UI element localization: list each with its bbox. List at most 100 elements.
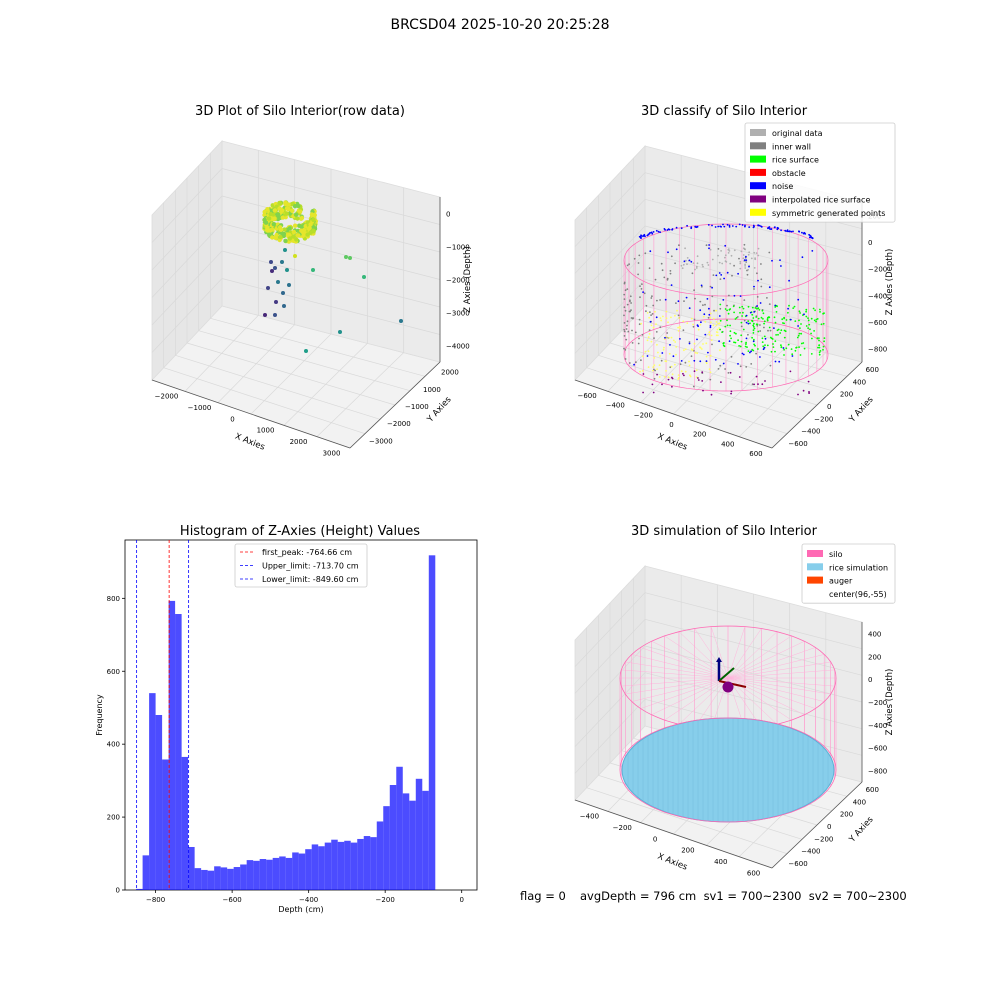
sim-silo-spoke xyxy=(727,641,805,679)
classify-legend-label: symmetric generated points xyxy=(772,209,885,218)
classify-rice-point xyxy=(751,319,753,322)
raw-surface-point xyxy=(291,229,297,235)
classify-wall-point xyxy=(743,243,746,246)
hist-bar xyxy=(175,614,182,890)
classify-rice-point xyxy=(798,346,800,348)
classify-original-point xyxy=(709,248,712,251)
sim-ztick-label: 0 xyxy=(868,676,872,684)
classify-rice-point xyxy=(775,334,777,336)
hist-bar xyxy=(318,846,325,890)
sim-silo-spoke xyxy=(631,654,729,679)
classify-wall-point xyxy=(690,355,693,358)
hist-bar xyxy=(194,868,202,891)
classify-symmetric-point xyxy=(696,352,699,355)
sim-ztick-label: −600 xyxy=(868,745,887,753)
classify-wall-point xyxy=(624,358,627,360)
classify-wall-point xyxy=(769,329,772,332)
classify-symmetric-point xyxy=(678,317,680,319)
classify-rice-point xyxy=(814,309,816,312)
classify-rice-point xyxy=(815,320,817,323)
classify-symmetric-point xyxy=(682,320,685,323)
classify-rice-point xyxy=(753,343,755,346)
hist-bar xyxy=(266,859,273,890)
classify-legend-swatch xyxy=(750,208,766,216)
classify-noise-point xyxy=(780,229,782,232)
classify-rice-point xyxy=(729,330,732,333)
classify-wall-point xyxy=(731,274,733,277)
sim-ytick-label: −600 xyxy=(788,860,807,868)
classify-rice-point xyxy=(760,316,763,319)
raw-surface-point xyxy=(286,207,291,212)
classify-rice-point xyxy=(733,331,736,334)
raw-surface-point xyxy=(272,208,277,213)
raw-surface-point xyxy=(311,228,316,233)
classify-symmetric-point xyxy=(686,322,689,324)
sim-legend-label: rice simulation xyxy=(829,563,888,572)
classify-rice-point xyxy=(757,317,760,320)
classify-interpolated-point xyxy=(661,383,663,386)
classify-original-point xyxy=(694,268,696,271)
classify-noise-point xyxy=(672,355,675,358)
classify-wall-point xyxy=(738,257,740,260)
classify-noise-point xyxy=(737,272,739,275)
classify-interpolated-point xyxy=(738,376,741,378)
hist-xtick-label: −200 xyxy=(376,896,395,904)
classify-rice-point xyxy=(774,306,777,308)
classify-rice-point xyxy=(807,327,809,329)
hist-bar xyxy=(396,766,403,890)
classify-rice-point xyxy=(783,317,785,320)
classify-rice-point xyxy=(739,311,741,314)
classify-rice-point xyxy=(753,327,756,330)
sim-silo-spoke xyxy=(631,677,729,702)
sim-legend-label: silo xyxy=(829,550,843,559)
classify-interpolated-point xyxy=(642,391,644,394)
classify-wall-point xyxy=(693,289,695,292)
classify-rice-point xyxy=(719,319,722,322)
classify-original-point xyxy=(730,254,733,257)
hist-bar xyxy=(142,855,150,890)
classify-symmetric-point xyxy=(656,343,658,346)
flag-text: flag = 0 xyxy=(520,889,566,903)
classify-original-point xyxy=(686,257,689,259)
classify-wall-point xyxy=(641,333,644,336)
classify-original-point xyxy=(724,260,727,262)
classify-rice-point xyxy=(766,318,769,321)
classify-rice-point xyxy=(797,334,800,337)
classify-xtick-label: 600 xyxy=(749,450,762,458)
classify-symmetric-point xyxy=(658,376,661,378)
classify-symmetric-point xyxy=(702,343,704,345)
classify-wall-point xyxy=(692,325,695,328)
classify-wall-point xyxy=(653,337,655,339)
classify-wall-point xyxy=(656,299,658,302)
classify-rice-point xyxy=(799,354,802,356)
classify-original-point xyxy=(696,262,699,265)
classify-wall-point xyxy=(719,278,722,280)
classify-rice-point xyxy=(808,323,811,326)
classify-noise-point xyxy=(789,318,792,321)
classify-symmetric-point xyxy=(688,360,690,363)
classify-wall-point xyxy=(717,248,720,250)
classify-noise-point xyxy=(696,324,699,327)
classify-wall-point xyxy=(766,297,768,299)
raw-xtick-label: −2000 xyxy=(155,393,179,401)
classify-rice-point xyxy=(783,354,785,356)
classify-noise-point xyxy=(675,248,678,251)
classify-symmetric-point xyxy=(695,376,698,379)
classify-original-point xyxy=(750,257,753,260)
classify-rice-point xyxy=(790,348,793,350)
classify-symmetric-point xyxy=(671,373,674,376)
hist-yaxis-label: Frequency xyxy=(95,694,104,736)
classify-wall-point xyxy=(640,359,642,362)
classify-wall-point xyxy=(630,317,633,319)
classify-rice-point xyxy=(800,323,802,325)
classify-rice-point xyxy=(755,316,758,318)
classify-noise-point xyxy=(787,307,789,310)
classify-rice-point xyxy=(766,344,769,347)
classify-noise-point xyxy=(774,360,777,363)
classify-wall-point xyxy=(623,322,626,324)
classify-noise-point xyxy=(780,265,782,267)
classify-noise-point xyxy=(779,259,781,261)
classify-noise-point xyxy=(685,296,688,299)
classify-wall-point xyxy=(684,361,687,364)
classify-rice-point xyxy=(783,329,786,332)
